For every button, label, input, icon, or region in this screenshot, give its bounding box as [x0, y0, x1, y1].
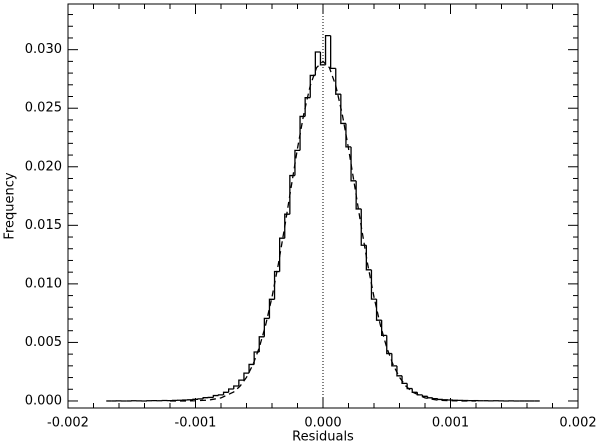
histogram-step: [304, 97, 311, 117]
x-tick-label: 0.000: [304, 416, 341, 431]
x-axis-label: Residuals: [292, 430, 354, 445]
histogram-step: [330, 35, 336, 70]
histogram-step: [248, 363, 255, 374]
y-tick-label: 0.025: [25, 101, 62, 116]
y-tick-label: 0.010: [25, 276, 62, 291]
histogram-step: [401, 375, 408, 385]
histogram-step: [335, 68, 341, 95]
histogram-step: [238, 379, 244, 386]
histogram-step: [345, 123, 352, 148]
histogram-step: [340, 94, 346, 125]
y-axis-label: Frequency: [3, 172, 18, 239]
y-tick-label: 0.000: [25, 393, 62, 408]
histogram-step: [411, 388, 418, 393]
histogram-step: [370, 269, 377, 300]
histogram-step: [324, 34, 331, 65]
histogram-step: [396, 365, 403, 377]
x-tick-label: 0.001: [432, 416, 469, 431]
histogram-step: [437, 398, 443, 401]
histogram-step: [381, 320, 387, 337]
histogram-step: [284, 213, 290, 239]
y-tick-label: 0.005: [25, 335, 62, 350]
histogram-step: [421, 394, 428, 397]
histogram-step: [386, 335, 392, 355]
histogram-step: [212, 394, 219, 398]
histogram-step: [406, 383, 413, 390]
histogram-step: [279, 237, 285, 272]
x-tick-label: -0.002: [47, 416, 89, 431]
y-tick-label: 0.030: [25, 42, 62, 57]
histogram-step: [228, 388, 234, 393]
y-tick-label: 0.015: [25, 218, 62, 233]
histogram-step: [314, 51, 321, 76]
histogram-step: [273, 270, 280, 300]
histogram-step: [391, 353, 397, 367]
histogram-step: [426, 396, 433, 399]
histogram-step: [360, 208, 367, 246]
histogram-step: [233, 385, 239, 390]
y-tick-label: 0.020: [25, 159, 62, 174]
histogram-step: [222, 391, 229, 395]
histogram-step: [289, 174, 295, 215]
histogram-step: [217, 394, 224, 396]
histogram-step: [258, 336, 265, 353]
x-tick-label: -0.001: [175, 416, 217, 431]
histogram-step: [243, 372, 250, 381]
x-tick-label: 0.002: [559, 416, 596, 431]
histogram-step: [355, 180, 362, 210]
histogram-step: [319, 52, 326, 66]
histogram-step: [432, 397, 438, 400]
histogram-step: [268, 298, 275, 319]
histogram-step: [350, 146, 357, 182]
histogram-step: [202, 397, 209, 399]
